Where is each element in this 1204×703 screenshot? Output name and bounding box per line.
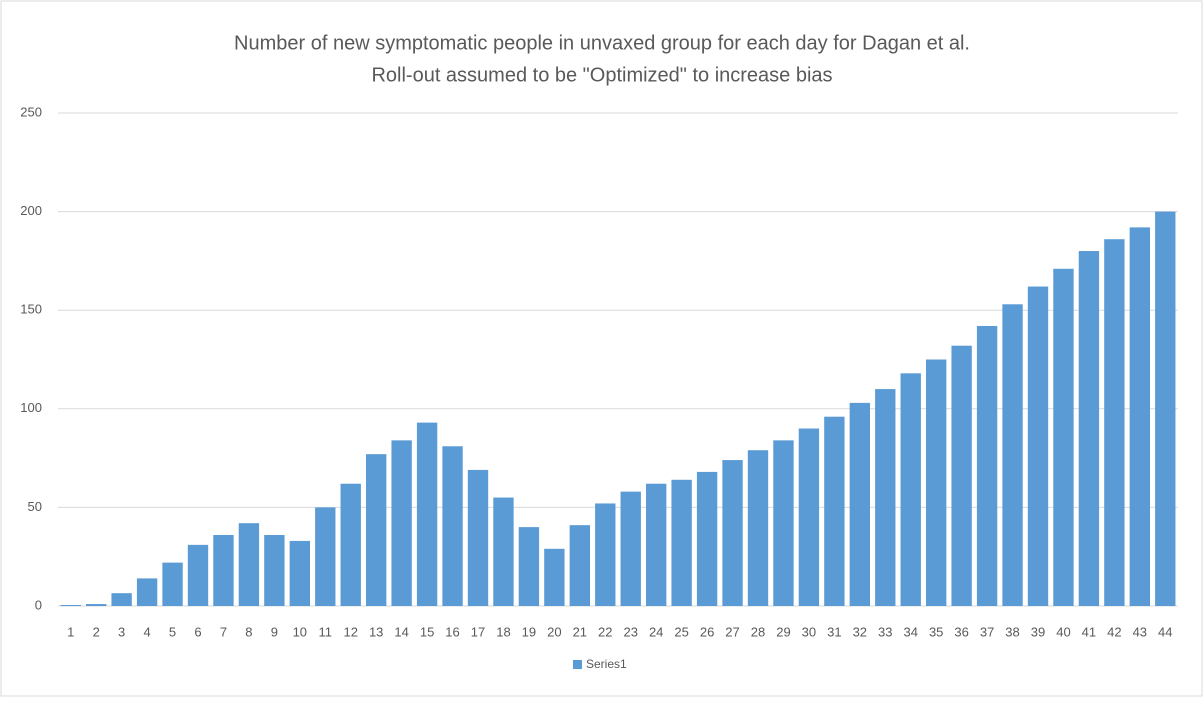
- bar: [416, 422, 438, 606]
- bar: [467, 469, 489, 606]
- bar: [849, 402, 870, 606]
- x-tick-label: 33: [878, 624, 892, 639]
- x-tick-label: 8: [245, 624, 252, 639]
- x-tick-label: 1: [67, 624, 74, 639]
- x-tick-label: 30: [802, 624, 816, 639]
- y-tick-label: 100: [20, 400, 42, 415]
- legend-swatch: [573, 660, 582, 669]
- bar: [518, 527, 540, 606]
- x-tick-label: 10: [293, 624, 307, 639]
- bar: [162, 562, 183, 606]
- bar: [671, 479, 692, 606]
- bar: [926, 359, 947, 606]
- x-tick-label: 4: [143, 624, 150, 639]
- bar: [442, 446, 463, 606]
- bar: [900, 373, 921, 606]
- x-tick-label: 35: [929, 624, 943, 639]
- bar: [722, 460, 743, 606]
- bar: [1027, 286, 1049, 606]
- bar: [1104, 239, 1125, 606]
- x-tick-label: 6: [194, 624, 201, 639]
- bar: [187, 544, 209, 606]
- bar: [111, 593, 132, 606]
- bar: [747, 450, 769, 606]
- bar: [595, 503, 616, 606]
- bar: [264, 535, 285, 606]
- x-tick-label: 36: [954, 624, 968, 639]
- x-tick-label: 9: [271, 624, 278, 639]
- x-tick-label: 29: [776, 624, 790, 639]
- x-tick-label: 27: [725, 624, 739, 639]
- x-tick-label: 11: [319, 624, 333, 639]
- x-tick-label: 19: [522, 624, 536, 639]
- bar: [366, 454, 387, 606]
- y-tick-label: 200: [20, 203, 42, 218]
- x-tick-label: 5: [169, 624, 176, 639]
- x-tick-label: 32: [853, 624, 867, 639]
- x-tick-label: 14: [394, 624, 408, 639]
- bar: [976, 325, 998, 606]
- x-tick-label: 17: [471, 624, 485, 639]
- bar: [798, 428, 820, 606]
- bar: [824, 416, 845, 606]
- bar: [773, 440, 794, 606]
- x-tick-label: 26: [700, 624, 714, 639]
- bar: [544, 548, 565, 606]
- y-tick-label: 250: [20, 104, 42, 119]
- bar: [1155, 211, 1176, 606]
- x-tick-label: 16: [445, 624, 459, 639]
- x-tick-label: 31: [827, 624, 841, 639]
- bar: [646, 483, 667, 606]
- y-tick-label: 0: [35, 597, 42, 612]
- bar: [60, 605, 81, 606]
- x-tick-label: 12: [343, 624, 357, 639]
- x-tick-label: 42: [1107, 624, 1121, 639]
- x-tick-label: 2: [93, 624, 100, 639]
- bar: [620, 491, 641, 606]
- legend-label: Series1: [586, 657, 627, 671]
- bar: [696, 471, 718, 606]
- x-tick-label: 28: [751, 624, 765, 639]
- bar: [213, 535, 234, 606]
- bar: [391, 440, 412, 606]
- bar: [136, 578, 158, 606]
- x-tick-label: 44: [1158, 624, 1172, 639]
- x-tick-label: 34: [903, 624, 917, 639]
- bar: [569, 525, 590, 606]
- bar: [1002, 304, 1023, 606]
- x-tick-label: 7: [220, 624, 227, 639]
- x-tick-label: 18: [496, 624, 510, 639]
- x-tick-label: 22: [598, 624, 612, 639]
- x-tick-label: 40: [1056, 624, 1070, 639]
- x-tick-label: 37: [980, 624, 994, 639]
- chart-title: Number of new symptomatic people in unva…: [234, 32, 970, 54]
- x-tick-label: 24: [649, 624, 663, 639]
- bar: [86, 604, 107, 606]
- chart-subtitle: Roll-out assumed to be "Optimized" to in…: [371, 64, 832, 86]
- bar: [493, 497, 514, 606]
- x-tick-label: 39: [1031, 624, 1045, 639]
- y-tick-label: 50: [28, 499, 42, 514]
- x-tick-label: 25: [674, 624, 688, 639]
- x-tick-label: 21: [573, 624, 587, 639]
- bar: [951, 345, 972, 606]
- bar: [315, 507, 336, 606]
- x-tick-label: 20: [547, 624, 561, 639]
- bar: [289, 540, 310, 606]
- bar: [1053, 268, 1074, 606]
- y-tick-label: 150: [20, 302, 42, 317]
- x-tick-label: 38: [1005, 624, 1019, 639]
- bar: [340, 483, 361, 606]
- bar: [875, 389, 896, 606]
- bar: [1078, 251, 1100, 607]
- x-tick-label: 13: [369, 624, 383, 639]
- x-tick-label: 3: [118, 624, 125, 639]
- x-tick-label: 41: [1082, 624, 1096, 639]
- x-tick-label: 15: [420, 624, 434, 639]
- bar: [238, 523, 260, 606]
- x-tick-label: 43: [1133, 624, 1147, 639]
- bar: [1129, 227, 1150, 606]
- x-tick-label: 23: [623, 624, 637, 639]
